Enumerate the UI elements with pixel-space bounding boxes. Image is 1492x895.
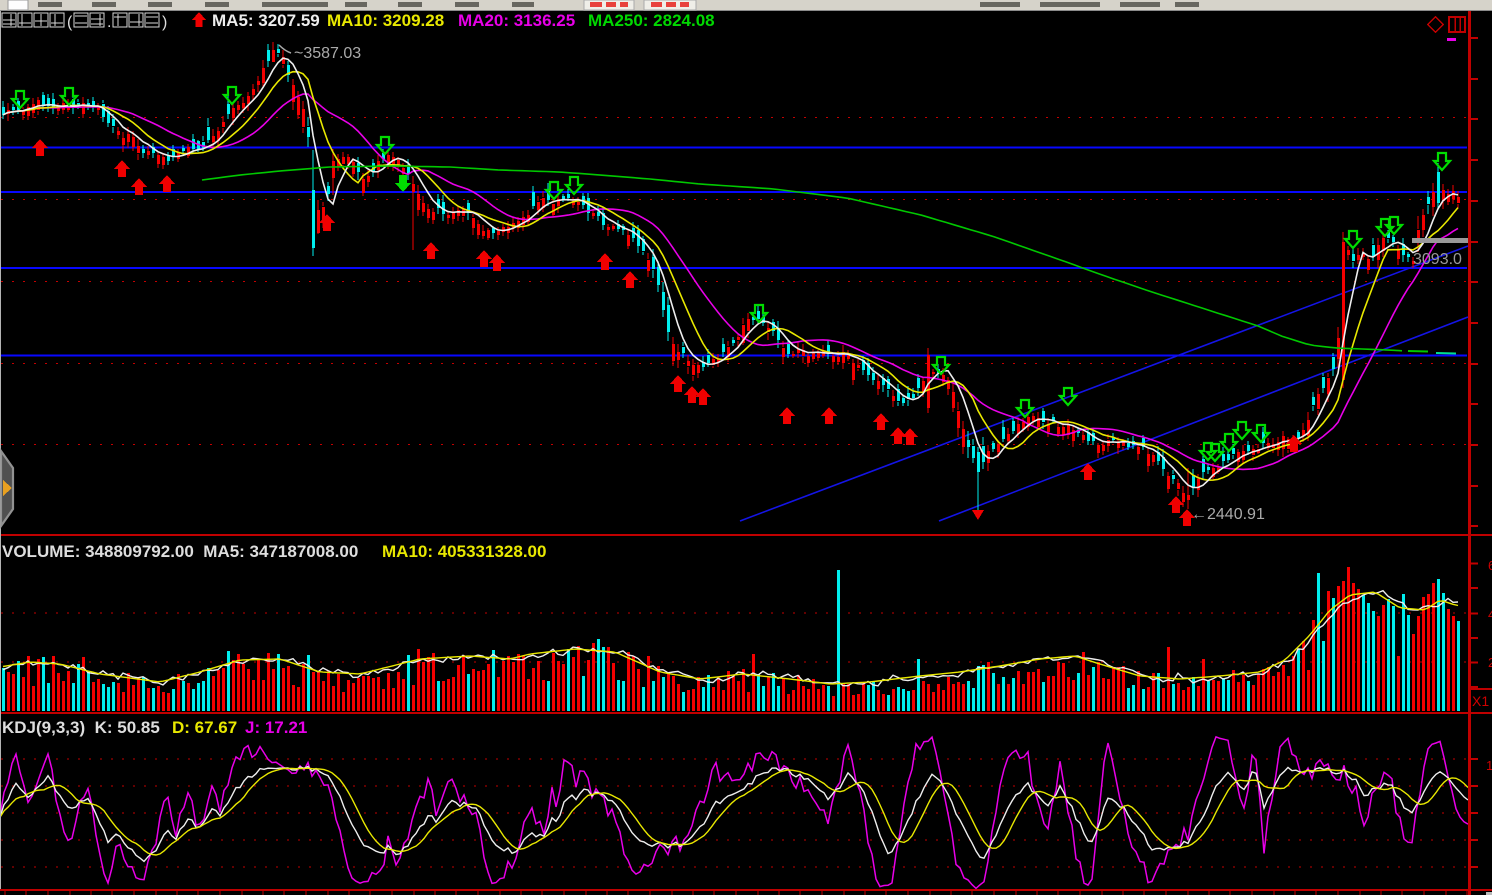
svg-text:D: 67.67: D: 67.67: [172, 718, 237, 737]
svg-text:MA10: 405331328.00: MA10: 405331328.00: [382, 542, 546, 561]
svg-text:MA5: 3207.59: MA5: 3207.59: [212, 11, 320, 30]
svg-text:VOLUME: 348809792.00 MA5: 347: VOLUME: 348809792.00 MA5: 347187008.00: [2, 542, 358, 561]
svg-text:MA20: 3136.25: MA20: 3136.25: [458, 11, 575, 30]
svg-text:.: .: [107, 14, 111, 31]
svg-text:1: 1: [1486, 758, 1492, 773]
svg-text:MA10: 3209.28: MA10: 3209.28: [327, 11, 444, 30]
svg-text:←2440.91: ←2440.91: [1191, 506, 1265, 523]
svg-text:KDJ(9,3,3) K: 50.85: KDJ(9,3,3) K: 50.85: [2, 718, 160, 737]
svg-text:2: 2: [1488, 655, 1492, 670]
svg-text:3093.0: 3093.0: [1413, 251, 1462, 268]
svg-text:): ): [162, 14, 167, 31]
svg-text:~3587.03: ~3587.03: [294, 45, 361, 62]
svg-text:6: 6: [1488, 558, 1492, 573]
svg-text:MA250: 2824.08: MA250: 2824.08: [588, 11, 715, 30]
svg-text:4: 4: [1488, 607, 1492, 622]
svg-text:X1: X1: [1472, 693, 1489, 709]
svg-text:(: (: [67, 14, 73, 31]
svg-text:J: 17.21: J: 17.21: [245, 718, 307, 737]
